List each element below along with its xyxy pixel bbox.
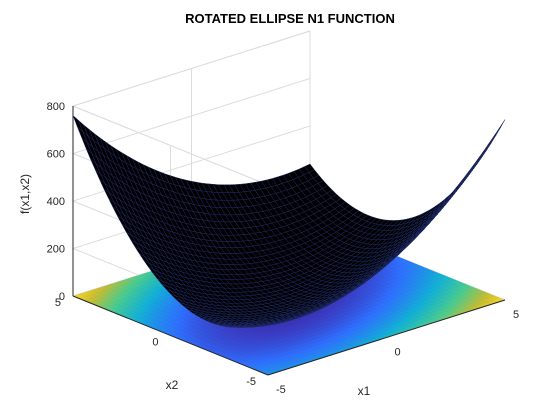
x2-tick-label: 5 bbox=[55, 297, 61, 309]
x2-axis-line bbox=[72, 295, 269, 376]
surface-patch bbox=[263, 316, 274, 321]
z-axis-label: f(x1,x2) bbox=[18, 174, 32, 214]
x1-tick-label: -5 bbox=[276, 384, 286, 396]
x-axis-label: x1 bbox=[358, 384, 371, 398]
x2-tick-label: -5 bbox=[246, 376, 256, 388]
z-tick-label: 600 bbox=[47, 149, 65, 161]
z-tick-label: 0 bbox=[59, 291, 65, 303]
x2-tick-label: 0 bbox=[152, 337, 158, 349]
y-axis-label: x2 bbox=[166, 378, 179, 392]
x1-tick-label: 0 bbox=[395, 347, 401, 359]
x1-tick-label: 5 bbox=[513, 309, 519, 321]
z-tick-label: 800 bbox=[47, 101, 65, 113]
axes bbox=[72, 106, 506, 376]
x1-axis-line bbox=[267, 299, 506, 376]
z-tick-label: 400 bbox=[47, 196, 65, 208]
chart-title: ROTATED ELLIPSE N1 FUNCTION bbox=[185, 11, 395, 26]
z-tick-label: 200 bbox=[47, 244, 65, 256]
surface-mesh bbox=[72, 115, 506, 328]
